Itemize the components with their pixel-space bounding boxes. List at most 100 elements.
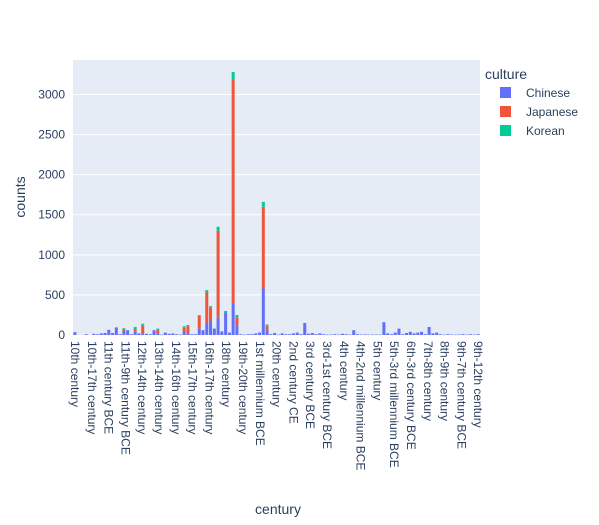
bar-japanese[interactable] bbox=[209, 307, 213, 321]
bar-chinese[interactable] bbox=[389, 334, 393, 335]
bar-chinese[interactable] bbox=[299, 334, 303, 335]
bar-chinese[interactable] bbox=[107, 329, 111, 335]
bar-chinese[interactable] bbox=[205, 322, 209, 335]
bar-chinese[interactable] bbox=[220, 331, 224, 335]
bar-chinese[interactable] bbox=[363, 334, 367, 335]
bar-chinese[interactable] bbox=[457, 334, 461, 336]
bar-chinese[interactable] bbox=[126, 330, 130, 335]
bar-chinese[interactable] bbox=[216, 317, 220, 335]
bar-chinese[interactable] bbox=[329, 334, 333, 336]
bar-korean[interactable] bbox=[261, 201, 265, 207]
legend-item-chinese[interactable]: Chinese bbox=[500, 86, 570, 100]
bar-chinese[interactable] bbox=[382, 322, 386, 335]
bar-korean[interactable] bbox=[205, 290, 209, 293]
bar-chinese[interactable] bbox=[133, 331, 137, 335]
bar-chinese[interactable] bbox=[95, 334, 99, 335]
bar-chinese[interactable] bbox=[224, 312, 228, 335]
bar-korean[interactable] bbox=[156, 328, 160, 331]
bar-chinese[interactable] bbox=[103, 333, 107, 335]
bar-chinese[interactable] bbox=[322, 334, 326, 335]
bar-chinese[interactable] bbox=[235, 325, 239, 335]
bar-chinese[interactable] bbox=[288, 334, 292, 335]
bar-korean[interactable] bbox=[182, 326, 186, 328]
bar-chinese[interactable] bbox=[333, 334, 337, 335]
bar-korean[interactable] bbox=[209, 306, 213, 308]
bar-chinese[interactable] bbox=[314, 334, 318, 335]
bar-japanese[interactable] bbox=[182, 327, 186, 331]
bar-chinese[interactable] bbox=[374, 334, 378, 336]
bar-korean[interactable] bbox=[235, 314, 239, 318]
bar-chinese[interactable] bbox=[186, 333, 190, 335]
bar-chinese[interactable] bbox=[438, 334, 442, 335]
bar-chinese[interactable] bbox=[442, 334, 446, 336]
bar-japanese[interactable] bbox=[231, 80, 235, 303]
bar-chinese[interactable] bbox=[258, 332, 262, 335]
bar-chinese[interactable] bbox=[84, 334, 88, 335]
bar-japanese[interactable] bbox=[122, 329, 126, 331]
bar-chinese[interactable] bbox=[92, 333, 96, 335]
bar-chinese[interactable] bbox=[284, 334, 288, 335]
bar-korean[interactable] bbox=[231, 72, 235, 81]
bar-chinese[interactable] bbox=[450, 334, 454, 336]
bar-chinese[interactable] bbox=[273, 333, 277, 335]
bar-korean[interactable] bbox=[265, 324, 269, 327]
bar-chinese[interactable] bbox=[261, 288, 265, 336]
bar-chinese[interactable] bbox=[167, 333, 171, 335]
bar-japanese[interactable] bbox=[197, 315, 201, 329]
bar-chinese[interactable] bbox=[446, 334, 450, 335]
bar-chinese[interactable] bbox=[182, 330, 186, 335]
bar-chinese[interactable] bbox=[325, 334, 329, 336]
bar-chinese[interactable] bbox=[295, 332, 299, 335]
bar-japanese[interactable] bbox=[186, 326, 190, 334]
bar-chinese[interactable] bbox=[386, 333, 390, 335]
bar-chinese[interactable] bbox=[227, 332, 231, 335]
bar-japanese[interactable] bbox=[235, 317, 239, 326]
bar-chinese[interactable] bbox=[178, 334, 182, 336]
bar-japanese[interactable] bbox=[265, 326, 269, 331]
bar-chinese[interactable] bbox=[152, 330, 156, 335]
bar-chinese[interactable] bbox=[476, 334, 480, 335]
bar-chinese[interactable] bbox=[356, 334, 360, 335]
bar-chinese[interactable] bbox=[401, 334, 405, 335]
bar-chinese[interactable] bbox=[397, 328, 401, 335]
bar-chinese[interactable] bbox=[163, 332, 167, 335]
bar-chinese[interactable] bbox=[144, 333, 148, 335]
bar-chinese[interactable] bbox=[465, 334, 469, 336]
bar-chinese[interactable] bbox=[111, 333, 115, 335]
bar-chinese[interactable] bbox=[246, 334, 250, 335]
bar-chinese[interactable] bbox=[118, 334, 122, 335]
bar-chinese[interactable] bbox=[254, 333, 258, 335]
bar-chinese[interactable] bbox=[99, 333, 103, 335]
bar-chinese[interactable] bbox=[193, 334, 197, 335]
bar-chinese[interactable] bbox=[190, 334, 194, 335]
bar-chinese[interactable] bbox=[209, 320, 213, 335]
bar-chinese[interactable] bbox=[291, 333, 295, 335]
bar-chinese[interactable] bbox=[307, 333, 311, 335]
bar-korean[interactable] bbox=[186, 324, 190, 327]
bar-japanese[interactable] bbox=[141, 325, 145, 334]
bar-chinese[interactable] bbox=[405, 333, 409, 335]
bar-chinese[interactable] bbox=[337, 334, 341, 336]
bar-chinese[interactable] bbox=[280, 333, 284, 335]
legend-item-japanese[interactable]: Japanese bbox=[500, 105, 578, 119]
bar-japanese[interactable] bbox=[133, 329, 137, 332]
bar-japanese[interactable] bbox=[156, 330, 160, 334]
bar-chinese[interactable] bbox=[420, 331, 424, 335]
bar-chinese[interactable] bbox=[348, 334, 352, 336]
bar-chinese[interactable] bbox=[454, 334, 458, 336]
bar-chinese[interactable] bbox=[359, 334, 363, 336]
bar-chinese[interactable] bbox=[250, 334, 254, 335]
bar-chinese[interactable] bbox=[197, 328, 201, 335]
bar-chinese[interactable] bbox=[141, 333, 145, 335]
bar-korean[interactable] bbox=[216, 226, 220, 231]
legend-item-korean[interactable]: Korean bbox=[500, 124, 565, 138]
bar-korean[interactable] bbox=[133, 326, 137, 330]
bar-chinese[interactable] bbox=[201, 330, 205, 335]
bar-chinese[interactable] bbox=[303, 322, 307, 335]
bar-chinese[interactable] bbox=[461, 334, 465, 335]
bar-chinese[interactable] bbox=[340, 333, 344, 335]
bar-korean[interactable] bbox=[141, 323, 145, 326]
bar-chinese[interactable] bbox=[393, 332, 397, 335]
bar-korean[interactable] bbox=[224, 310, 228, 313]
bar-chinese[interactable] bbox=[435, 332, 439, 335]
